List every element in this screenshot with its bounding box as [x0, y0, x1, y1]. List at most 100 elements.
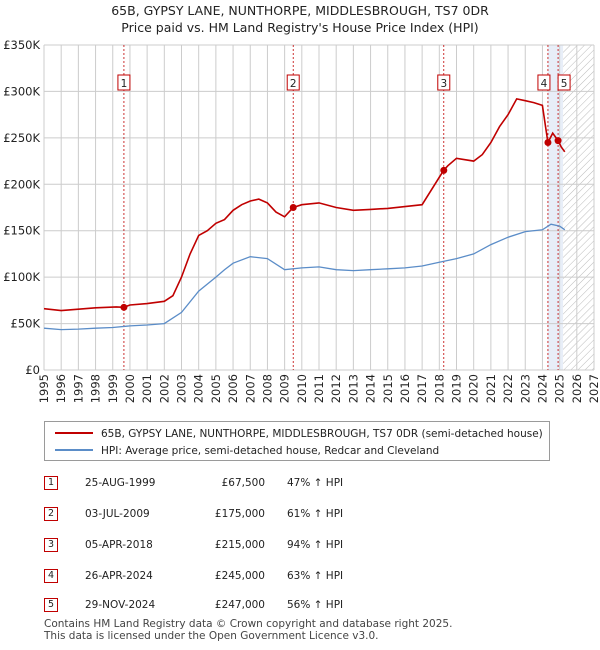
x-tick-label: 2016 — [398, 374, 412, 403]
transaction-number: 4 — [44, 569, 58, 583]
x-tick-label: 2023 — [518, 374, 532, 403]
transaction-number: 1 — [44, 476, 58, 490]
x-tick-label: 2018 — [432, 374, 446, 403]
x-tick-label: 2011 — [312, 374, 326, 403]
legend-swatch-hpi — [55, 449, 93, 451]
transaction-number: 5 — [44, 598, 58, 612]
x-tick-label: 2002 — [157, 374, 171, 403]
legend-hpi-label: HPI: Average price, semi-detached house,… — [101, 445, 440, 457]
transaction-label-number: 4 — [541, 78, 548, 90]
transaction-label-box — [437, 74, 451, 91]
x-tick-label: 2013 — [346, 374, 360, 403]
transaction-label-box — [557, 74, 571, 91]
transaction-dot — [120, 303, 128, 311]
hpi-series-line — [44, 223, 566, 331]
x-tick-label: 2024 — [535, 374, 549, 403]
x-tick-label: 2025 — [553, 374, 567, 403]
transaction-date: 25-AUG-1999 — [85, 477, 156, 489]
y-tick-label: £150K — [3, 224, 40, 238]
footer-licence: This data is licensed under the Open Gov… — [44, 630, 379, 642]
table-row: 4 26-APR-2024 £245,000 63% ↑ HPI — [0, 567, 600, 587]
x-tick-label: 2021 — [484, 374, 498, 403]
transaction-date: 03-JUL-2009 — [85, 508, 150, 520]
transaction-label-number: 2 — [290, 78, 297, 90]
transaction-dot — [554, 137, 562, 145]
transaction-hpi: 63% ↑ HPI — [287, 570, 344, 582]
legend: 65B, GYPSY LANE, NUNTHORPE, MIDDLESBROUG… — [44, 421, 550, 461]
transaction-dot — [544, 139, 552, 146]
x-tick-label: 2009 — [278, 374, 292, 403]
x-tick-label: 1995 — [37, 374, 51, 403]
transaction-date: 26-APR-2024 — [85, 570, 153, 582]
transaction-price: £215,000 — [214, 539, 265, 551]
y-tick-label: £50K — [11, 317, 41, 331]
transaction-hpi: 61% ↑ HPI — [287, 508, 344, 520]
x-tick-label: 2010 — [295, 374, 309, 403]
transaction-label-number: 3 — [440, 78, 447, 90]
transaction-price: £245,000 — [214, 570, 265, 582]
footer-copyright: Contains HM Land Registry data © Crown c… — [44, 618, 453, 630]
legend-swatch-price — [55, 432, 93, 434]
transaction-date: 05-APR-2018 — [85, 539, 153, 551]
table-row: 3 05-APR-2018 £215,000 94% ↑ HPI — [0, 536, 600, 556]
x-tick-label: 2001 — [140, 374, 154, 403]
table-row: 5 29-NOV-2024 £247,000 56% ↑ HPI — [0, 596, 600, 616]
shaded-region — [547, 45, 564, 370]
grid-lines — [43, 44, 595, 371]
x-tick-label: 1999 — [106, 374, 120, 403]
table-row: 1 25-AUG-1999 £67,500 47% ↑ HPI — [0, 474, 600, 494]
transaction-hpi: 47% ↑ HPI — [287, 477, 344, 489]
legend-item-hpi: HPI: Average price, semi-detached house,… — [55, 444, 439, 458]
x-tick-label: 2004 — [192, 374, 206, 403]
transaction-price: £247,000 — [214, 599, 265, 611]
transaction-number: 3 — [44, 538, 58, 552]
transaction-hpi: 56% ↑ HPI — [287, 599, 344, 611]
y-tick-label: £350K — [3, 38, 40, 52]
x-tick-label: 1996 — [54, 374, 68, 403]
y-tick-label: £100K — [3, 270, 40, 284]
transaction-dot — [289, 204, 297, 211]
price-series-line — [44, 97, 566, 312]
legend-price-label: 65B, GYPSY LANE, NUNTHORPE, MIDDLESBROUG… — [101, 428, 543, 440]
title-line-2: Price paid vs. HM Land Registry's House … — [121, 20, 479, 35]
x-tick-label: 2005 — [209, 374, 223, 403]
x-tick-label: 2007 — [243, 374, 257, 403]
y-tick-label: £0 — [25, 363, 40, 377]
x-tick-label: 1997 — [71, 374, 85, 403]
transaction-label-box — [117, 74, 131, 91]
x-tick-label: 2020 — [467, 374, 481, 403]
transaction-label-box — [537, 74, 551, 91]
transaction-labels: 1 2 3 4 5 — [117, 74, 571, 91]
x-tick-label: 2017 — [415, 374, 429, 403]
transaction-dot — [440, 166, 448, 174]
x-axis-ticks: 1995 1996 1997 1998 1999 2000 2001 2002 2003 2004… — [37, 374, 600, 403]
transaction-date: 29-NOV-2024 — [85, 599, 156, 611]
transaction-label-number: 1 — [121, 78, 128, 90]
y-axis-ticks: £0 £50K £100K £150K £200K £250K £300K £350K — [3, 38, 40, 377]
price-chart: 1 2 3 4 5 £0 £50K £100K £150K £200K £250K £300K £35… — [3, 38, 600, 403]
x-tick-label: 2022 — [501, 374, 515, 403]
forecast-hatch — [563, 45, 594, 370]
x-tick-label: 2000 — [123, 374, 137, 403]
table-row: 2 03-JUL-2009 £175,000 61% ↑ HPI — [0, 505, 600, 525]
footer: Contains HM Land Registry data © Crown c… — [44, 618, 452, 642]
legend-item-price: 65B, GYPSY LANE, NUNTHORPE, MIDDLESBROUG… — [55, 427, 543, 441]
x-tick-label: 2003 — [175, 374, 189, 403]
title-line-1: 65B, GYPSY LANE, NUNTHORPE, MIDDLESBROUG… — [111, 3, 489, 18]
x-tick-label: 2015 — [381, 374, 395, 403]
transaction-price: £67,500 — [221, 477, 265, 489]
x-tick-label: 2014 — [364, 374, 378, 403]
transaction-label-number: 5 — [561, 78, 568, 90]
x-tick-label: 2019 — [450, 374, 464, 403]
transaction-price: £175,000 — [214, 508, 265, 520]
y-tick-label: £300K — [3, 84, 40, 98]
y-tick-label: £200K — [3, 177, 40, 191]
transaction-hpi: 94% ↑ HPI — [287, 539, 344, 551]
x-tick-label: 1998 — [89, 374, 103, 403]
x-tick-label: 2006 — [226, 374, 240, 403]
transaction-label-box — [286, 74, 300, 91]
x-tick-label: 2027 — [587, 374, 600, 403]
transaction-number: 2 — [44, 507, 58, 521]
x-tick-label: 2012 — [329, 374, 343, 403]
x-tick-label: 2008 — [260, 374, 274, 403]
